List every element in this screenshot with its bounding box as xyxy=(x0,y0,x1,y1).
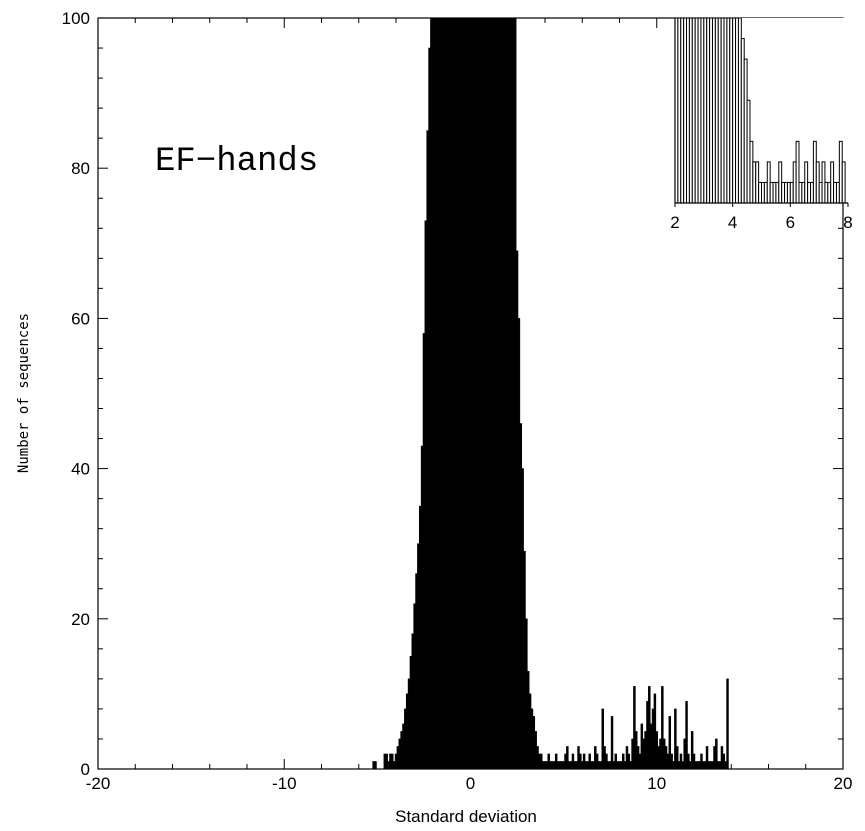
histogram-bar xyxy=(610,716,614,770)
x-tick-label: 20 xyxy=(834,774,853,793)
x-tick-label: -20 xyxy=(86,774,111,793)
inset-x-tick-label: 4 xyxy=(728,213,737,232)
x-tick-label: 0 xyxy=(466,774,475,793)
inset-chart: 2 4 6 8 xyxy=(670,17,853,232)
x-tick-label: -10 xyxy=(272,774,297,793)
y-tick-label: 20 xyxy=(71,610,90,629)
y-tick-label: 80 xyxy=(71,159,90,178)
x-tick-label: 10 xyxy=(647,774,666,793)
y-tick-label: 40 xyxy=(71,460,90,479)
inset-x-tick-label: 8 xyxy=(843,213,852,232)
inset-bar xyxy=(841,161,846,204)
inset-bars xyxy=(674,17,848,204)
histogram-bar xyxy=(726,678,729,770)
inset-x-tick-label: 2 xyxy=(670,213,679,232)
chart-annotation: EF−hands xyxy=(155,143,318,181)
y-tick-label: 0 xyxy=(81,760,90,779)
y-tick-label: 100 xyxy=(62,9,90,28)
histogram-bar xyxy=(374,761,377,770)
y-tick-label: 60 xyxy=(71,309,90,328)
inset-axes: 2 4 6 8 xyxy=(670,18,853,232)
x-axis-label: Standard deviation xyxy=(395,807,537,826)
y-axis-label: Number of sequences xyxy=(16,313,32,473)
inset-x-tick-label: 6 xyxy=(786,213,795,232)
